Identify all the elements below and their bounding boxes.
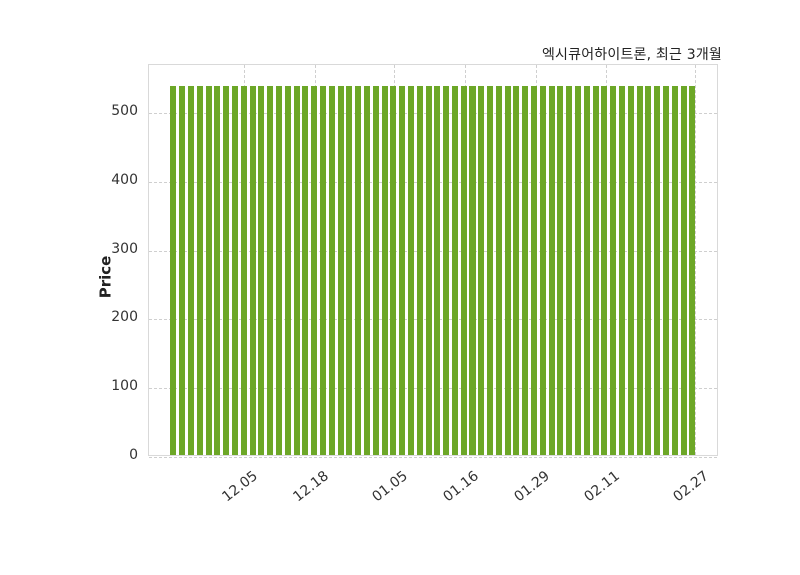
bar bbox=[654, 85, 661, 455]
bar bbox=[231, 85, 238, 455]
y-tick-label: 300 bbox=[111, 240, 138, 257]
bar bbox=[363, 85, 370, 455]
bar bbox=[478, 85, 485, 455]
bar bbox=[407, 85, 414, 455]
bar bbox=[434, 85, 441, 455]
x-tick-label: 01.29 bbox=[510, 468, 553, 506]
bar bbox=[671, 85, 678, 455]
bar bbox=[346, 85, 353, 455]
bar bbox=[522, 85, 529, 455]
gridline-horizontal bbox=[149, 457, 717, 458]
bar bbox=[513, 85, 520, 455]
bar bbox=[460, 85, 467, 455]
bars-container bbox=[149, 65, 717, 455]
bar bbox=[355, 85, 362, 455]
bar bbox=[610, 85, 617, 455]
x-tick-label: 02.27 bbox=[669, 468, 712, 506]
bar bbox=[583, 85, 590, 455]
bar bbox=[531, 85, 538, 455]
bar bbox=[575, 85, 582, 455]
bar bbox=[425, 85, 432, 455]
bar bbox=[196, 85, 203, 455]
bar bbox=[619, 85, 626, 455]
gridline-horizontal bbox=[149, 319, 717, 321]
bar bbox=[258, 85, 265, 455]
x-tick-label: 12.05 bbox=[219, 468, 261, 506]
bar bbox=[689, 85, 696, 455]
bar bbox=[487, 85, 494, 455]
gridline-horizontal bbox=[149, 388, 717, 390]
bar bbox=[372, 85, 379, 455]
bar bbox=[293, 85, 300, 455]
bar bbox=[170, 85, 177, 455]
bar bbox=[267, 85, 274, 455]
bar bbox=[319, 85, 326, 455]
bar bbox=[275, 85, 282, 455]
x-tick-label: 01.16 bbox=[440, 468, 482, 506]
bar bbox=[399, 85, 406, 455]
bar bbox=[187, 85, 194, 455]
bar bbox=[284, 85, 291, 455]
bar bbox=[179, 85, 186, 455]
bar bbox=[337, 85, 344, 455]
bar bbox=[223, 85, 230, 455]
bar bbox=[381, 85, 388, 455]
bar bbox=[636, 85, 643, 455]
x-tick-label: 12.18 bbox=[290, 468, 332, 506]
bar bbox=[451, 85, 458, 455]
y-tick-label: 0 bbox=[129, 447, 138, 463]
bar bbox=[557, 85, 564, 455]
bar bbox=[390, 85, 397, 455]
gridline-horizontal bbox=[149, 250, 717, 252]
chart-title: 엑시큐어하이트론, 최근 3개월 bbox=[541, 47, 722, 63]
bar bbox=[214, 85, 221, 455]
y-tick-label: 500 bbox=[111, 103, 138, 120]
bar bbox=[328, 85, 335, 455]
bar bbox=[416, 85, 423, 455]
bar bbox=[302, 85, 309, 455]
bar bbox=[645, 85, 652, 455]
bar bbox=[495, 85, 502, 455]
bar bbox=[592, 85, 599, 455]
gridline-horizontal bbox=[149, 113, 717, 115]
y-tick-label: 200 bbox=[111, 309, 138, 326]
plot-area bbox=[148, 64, 718, 458]
bar bbox=[566, 85, 573, 455]
bar bbox=[601, 85, 608, 455]
gridline-horizontal bbox=[149, 181, 717, 183]
bar bbox=[680, 85, 687, 455]
x-tick-label: 02.11 bbox=[581, 468, 624, 506]
y-tick-label: 100 bbox=[111, 378, 138, 395]
bar bbox=[469, 85, 476, 455]
bar bbox=[539, 85, 546, 455]
y-axis-label: Price bbox=[96, 255, 115, 299]
bar bbox=[627, 85, 634, 455]
x-tick-label: 01.05 bbox=[369, 468, 412, 506]
bar bbox=[548, 85, 555, 455]
bar bbox=[443, 85, 450, 455]
bar bbox=[240, 85, 247, 455]
bar bbox=[311, 85, 318, 455]
y-tick-label: 400 bbox=[111, 171, 138, 188]
bar bbox=[205, 85, 212, 455]
bar bbox=[663, 85, 670, 455]
bar bbox=[504, 85, 511, 455]
bar bbox=[249, 85, 256, 455]
